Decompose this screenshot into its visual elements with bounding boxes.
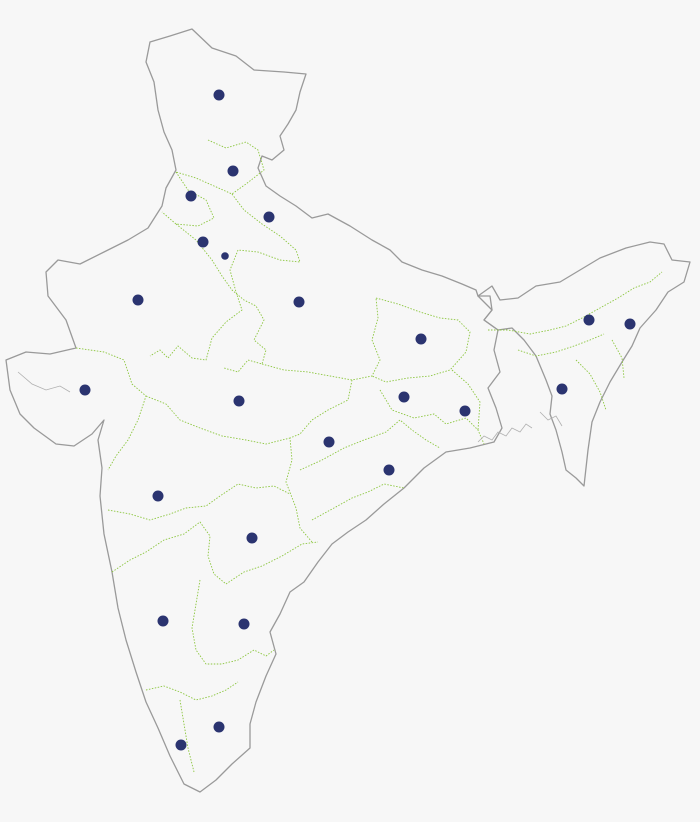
state-border xyxy=(111,521,227,585)
coastline-details xyxy=(17,371,563,443)
northeast-region xyxy=(477,241,691,487)
location-marker[interactable] xyxy=(152,490,164,502)
delta-coast xyxy=(477,423,533,443)
state-border xyxy=(161,171,215,227)
state-border xyxy=(517,333,605,357)
location-marker[interactable] xyxy=(323,436,335,448)
location-marker[interactable] xyxy=(293,296,305,308)
state-border xyxy=(261,297,381,381)
state-border xyxy=(299,419,441,471)
state-border xyxy=(488,271,663,335)
location-marker[interactable] xyxy=(583,314,595,326)
markers-layer xyxy=(79,89,636,751)
state-border xyxy=(75,347,147,471)
state-border xyxy=(285,379,353,543)
state-border xyxy=(175,139,265,195)
location-marker[interactable] xyxy=(197,236,209,248)
delta-coast xyxy=(539,411,563,427)
state-border xyxy=(191,579,275,665)
location-marker[interactable] xyxy=(227,165,239,177)
location-marker[interactable] xyxy=(238,618,250,630)
location-marker[interactable] xyxy=(246,532,258,544)
location-marker[interactable] xyxy=(157,615,169,627)
state-border xyxy=(311,483,405,521)
state-border xyxy=(575,359,607,411)
location-marker[interactable] xyxy=(459,405,471,417)
state-border xyxy=(175,223,267,373)
location-marker[interactable] xyxy=(398,391,410,403)
state-border xyxy=(371,297,471,383)
state-border xyxy=(145,395,291,445)
location-marker[interactable] xyxy=(213,721,225,733)
india-mainland xyxy=(5,28,503,793)
location-marker[interactable] xyxy=(624,318,636,330)
location-marker[interactable] xyxy=(185,190,197,202)
location-marker[interactable] xyxy=(213,89,225,101)
state-borders xyxy=(75,139,663,773)
location-marker[interactable] xyxy=(221,252,229,260)
location-marker[interactable] xyxy=(79,384,91,396)
location-marker[interactable] xyxy=(132,294,144,306)
state-border xyxy=(107,483,291,521)
location-marker[interactable] xyxy=(383,464,395,476)
state-border xyxy=(379,389,485,445)
location-marker[interactable] xyxy=(556,383,568,395)
state-border xyxy=(611,339,625,379)
state-border xyxy=(145,681,239,701)
location-marker[interactable] xyxy=(233,395,245,407)
kutch-coast xyxy=(17,371,71,393)
state-border xyxy=(225,541,319,585)
location-marker[interactable] xyxy=(175,739,187,751)
location-marker[interactable] xyxy=(263,211,275,223)
state-border xyxy=(231,193,301,263)
state-border xyxy=(179,699,195,773)
location-marker[interactable] xyxy=(415,333,427,345)
state-border xyxy=(149,249,243,361)
